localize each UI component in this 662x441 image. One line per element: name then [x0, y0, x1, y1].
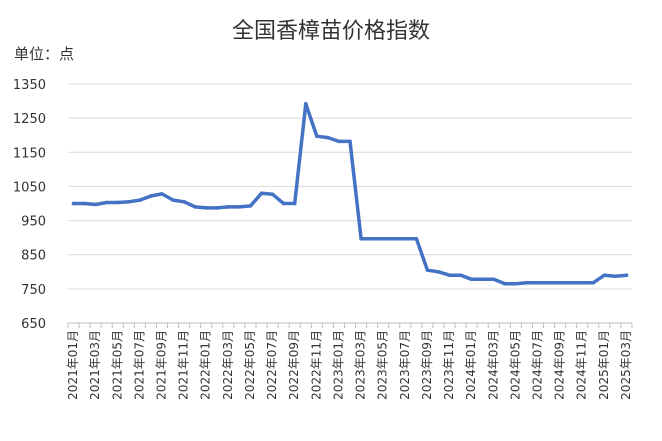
x-tick-label: 2021年09月	[155, 330, 169, 400]
data-point	[569, 280, 573, 285]
data-point	[259, 191, 264, 196]
data-point	[215, 206, 220, 210]
x-tick-label: 2021年01月	[66, 330, 80, 400]
data-point	[204, 206, 208, 210]
x-tick-label: 2021年07月	[132, 330, 146, 400]
x-tick-label: 2021年11月	[177, 330, 191, 400]
x-tick-label: 2023年03月	[354, 330, 368, 400]
x-tick-label: 2024年01月	[464, 330, 478, 400]
x-tick-label: 2024年05月	[508, 330, 522, 400]
data-point	[82, 201, 87, 206]
data-point	[359, 236, 363, 241]
data-point	[226, 205, 231, 209]
data-point	[93, 202, 98, 207]
data-point	[613, 274, 618, 279]
data-point	[370, 236, 374, 241]
data-point	[558, 280, 562, 285]
data-point	[591, 280, 596, 285]
data-point	[138, 198, 142, 202]
x-tick-label: 2025年03月	[619, 330, 633, 400]
data-point	[525, 280, 529, 285]
data-point	[281, 201, 286, 206]
x-tick-label: 2023年11月	[442, 330, 456, 400]
data-point	[237, 205, 242, 209]
x-tick-label: 2021年05月	[110, 330, 124, 400]
data-point	[624, 273, 629, 278]
y-tick-label: 1150	[13, 146, 46, 161]
data-point	[514, 281, 518, 286]
x-tick-label: 2024年07月	[531, 330, 545, 400]
data-point	[315, 134, 319, 138]
data-point	[503, 281, 507, 286]
data-point	[149, 194, 153, 198]
data-point	[160, 192, 164, 196]
data-point	[447, 273, 452, 278]
data-point	[480, 277, 485, 282]
chart-title: 全国香樟苗价格指数	[232, 19, 430, 44]
series-line	[71, 102, 629, 286]
y-tick-label: 1050	[13, 180, 46, 195]
x-tick-label: 2025年01月	[597, 330, 611, 400]
data-point	[348, 139, 352, 144]
gridlines	[68, 83, 632, 290]
data-point	[580, 280, 584, 285]
x-tick-label: 2024年03月	[486, 330, 500, 400]
data-point	[127, 200, 131, 204]
data-point	[326, 135, 330, 140]
data-point	[469, 277, 474, 282]
data-point	[414, 236, 419, 241]
data-point	[602, 273, 607, 278]
y-tick-label: 650	[21, 317, 46, 332]
data-point	[248, 204, 253, 208]
data-point	[536, 280, 540, 285]
x-tick-label: 2022年11月	[309, 330, 323, 400]
data-point	[71, 201, 76, 206]
data-point	[392, 236, 397, 241]
x-tick-label: 2023年07月	[398, 330, 412, 400]
data-point	[171, 198, 175, 202]
data-point	[270, 192, 275, 197]
x-tick-label: 2023年01月	[331, 330, 345, 400]
y-axis-tick-labels: 650 750 850 950 1050 1150 1250 1350	[13, 78, 46, 332]
x-tick-label: 2021年03月	[88, 330, 102, 400]
data-point	[381, 236, 386, 241]
data-point	[182, 200, 186, 204]
x-tick-label: 2024年11月	[575, 330, 589, 400]
data-point	[304, 102, 308, 106]
x-tick-label: 2023年05月	[376, 330, 390, 400]
x-tick-label: 2022年09月	[287, 330, 301, 400]
data-point	[292, 201, 297, 206]
y-tick-label: 1250	[13, 112, 46, 127]
y-tick-label: 850	[21, 249, 46, 264]
data-point	[492, 277, 496, 282]
x-tick-label: 2022年07月	[265, 330, 279, 400]
x-tick-label: 2022年03月	[221, 330, 235, 400]
x-tick-label: 2023年09月	[420, 330, 434, 400]
data-point	[436, 270, 441, 274]
y-tick-label: 750	[21, 283, 46, 298]
data-point	[403, 236, 408, 241]
y-tick-label: 1350	[13, 78, 46, 93]
data-point	[337, 139, 341, 144]
data-point	[458, 273, 463, 278]
x-axis-tick-labels: 2021年01月 2021年03月 2021年05月 2021年07月 2021年09月…	[66, 330, 633, 400]
x-axis	[67, 322, 633, 328]
data-point	[193, 205, 197, 209]
data-point	[425, 268, 430, 272]
series	[71, 102, 629, 286]
y-tick-label: 950	[21, 215, 46, 230]
data-point	[547, 280, 551, 285]
x-tick-label: 2024年09月	[553, 330, 567, 400]
x-tick-label: 2022年05月	[243, 330, 257, 400]
data-point	[116, 200, 120, 205]
data-point	[104, 200, 109, 205]
unit-label: 单位：点	[14, 45, 74, 63]
x-tick-label: 2022年01月	[199, 330, 213, 400]
